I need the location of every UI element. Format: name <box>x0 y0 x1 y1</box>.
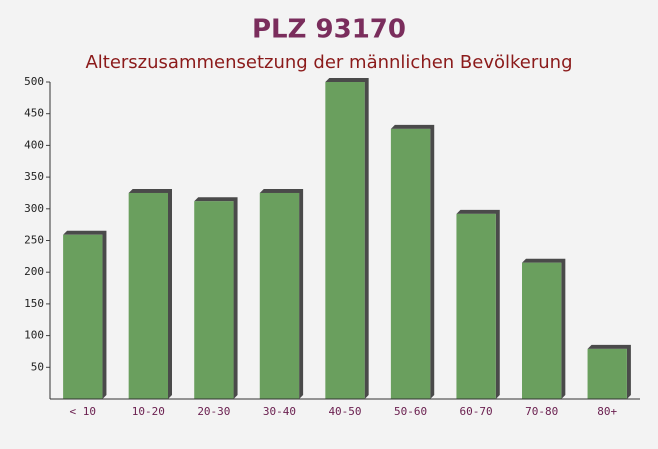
bar <box>390 128 431 399</box>
x-tick-label: 10-20 <box>132 405 165 418</box>
y-tick-label: 50 <box>31 360 44 373</box>
bar <box>325 82 365 399</box>
y-tick-label: 200 <box>24 265 44 278</box>
chart-title: PLZ 93170 <box>252 15 406 45</box>
y-tick-label: 500 <box>24 75 44 88</box>
y-tick-label: 100 <box>24 329 44 342</box>
y-tick-label: 300 <box>24 202 44 215</box>
bar <box>128 192 168 399</box>
x-tick-label: 70-80 <box>525 405 558 418</box>
x-tick-label: 50-60 <box>394 405 427 418</box>
chart-subtitle: Alterszusammensetzung der männlichen Bev… <box>85 52 572 73</box>
y-tick-label: 250 <box>24 234 44 247</box>
bar <box>63 234 103 399</box>
x-tick-label: 40-50 <box>328 405 361 418</box>
x-tick-label: 80+ <box>597 405 617 418</box>
x-tick-label: 60-70 <box>460 405 493 418</box>
x-tick-label: 20-30 <box>197 405 230 418</box>
x-tick-label: 30-40 <box>263 405 296 418</box>
bar <box>194 201 234 399</box>
y-tick-label: 400 <box>24 138 44 151</box>
bar <box>259 192 300 399</box>
y-tick-label: 350 <box>24 170 44 183</box>
bar <box>587 348 627 399</box>
y-tick-label: 150 <box>24 297 44 310</box>
bar <box>522 262 562 399</box>
bar <box>456 213 496 399</box>
y-tick-label: 450 <box>24 107 44 120</box>
x-tick-label: < 10 <box>70 405 97 418</box>
